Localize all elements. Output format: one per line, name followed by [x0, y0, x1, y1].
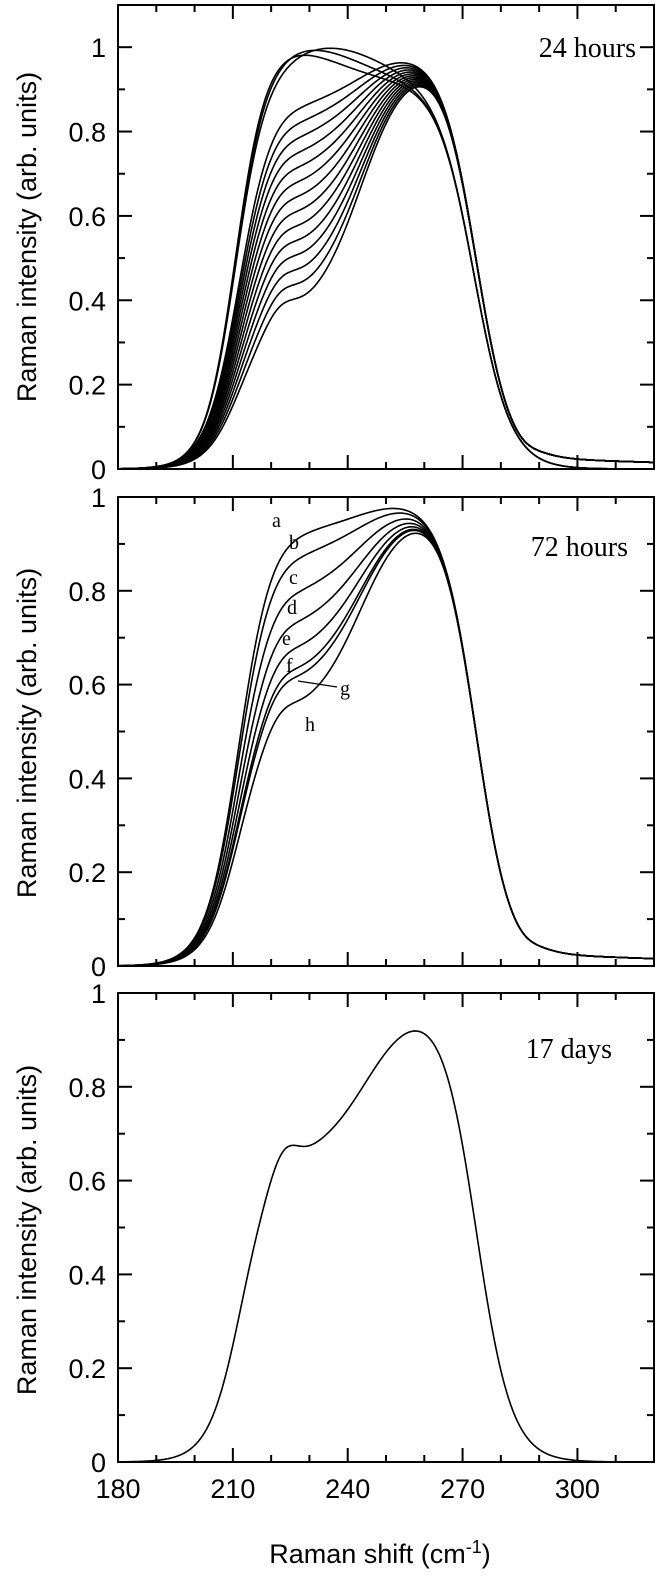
curve-label-e: e — [282, 628, 291, 650]
y-tick-label: 0.6 — [68, 202, 106, 232]
x-axis-title-close: ) — [482, 1539, 491, 1569]
panel-title-17-days: 17 days — [526, 1034, 612, 1065]
spectrum-curve-24h — [117, 49, 654, 470]
x-tick-label: 300 — [555, 1474, 600, 1504]
curves-17-days — [117, 1030, 654, 1463]
y-tick-label: 0.8 — [68, 577, 106, 607]
y-tick-label: 1 — [91, 979, 106, 1009]
curve-label-g: g — [340, 678, 350, 700]
x-axis-title-superscript: -1 — [466, 1537, 482, 1557]
x-axis-title: Raman shift (cm-1) — [269, 1537, 491, 1569]
x-axis-title-main: Raman shift (cm — [269, 1539, 466, 1569]
spectrum-curve-24h — [117, 76, 655, 470]
panel-title-72-hours: 72 hours — [531, 532, 628, 563]
x-tick-label: 180 — [95, 1474, 140, 1504]
curve-label-f: f — [286, 655, 293, 677]
y-tick-label: 0.8 — [68, 1073, 106, 1103]
spectrum-curve-24h — [117, 78, 655, 470]
spectrum-curve-24h — [117, 81, 655, 470]
curves-24-hours — [117, 47, 655, 470]
y-tick-label: 1 — [91, 483, 106, 513]
curve-label-d: d — [287, 597, 297, 619]
curves-72-hours — [117, 507, 655, 967]
y-tick-label: 1 — [91, 33, 106, 63]
x-tick-label: 270 — [440, 1474, 485, 1504]
y-tick-label: 0 — [91, 1448, 106, 1478]
spectrum-curve-17-days — [117, 1030, 654, 1463]
spectrum-curve-d — [117, 522, 655, 967]
spectrum-curve-e — [117, 525, 655, 967]
y-tick-label: 0.8 — [68, 118, 106, 148]
spectrum-curve-24h — [117, 73, 655, 470]
y-tick-label: 0.2 — [68, 371, 106, 401]
spectrum-curve-24h — [117, 85, 655, 470]
y-tick-label: 0.2 — [68, 858, 106, 888]
spectrum-curve-24h — [117, 74, 655, 470]
panel-24-hours: 0 0.2 0.4 0.6 0.8 1 24 hours Raman intensity … — [12, 4, 655, 485]
x-tick-label: 240 — [325, 1474, 370, 1504]
curve-label-b: b — [289, 532, 299, 554]
spectrum-curve-b — [117, 512, 655, 967]
x-tick-labels: 180 210 240 270 300 — [95, 1474, 599, 1504]
y-tick-label: 0.4 — [68, 1260, 106, 1290]
ticks-17-days: 0 0.2 0.4 0.6 0.8 1 — [68, 979, 655, 1478]
spectrum-curve-24h — [117, 64, 655, 470]
panel-title-24-hours: 24 hours — [539, 33, 636, 64]
y-axis-title-24-hours: Raman intensity (arb. units) — [12, 72, 42, 402]
curve-label-g-leader — [297, 680, 338, 688]
y-tick-label: 0.4 — [68, 764, 106, 794]
spectrum-curve-a — [117, 507, 655, 967]
spectrum-curve-24h — [117, 80, 655, 470]
curve-label-h: h — [305, 714, 315, 736]
x-tick-label: 210 — [210, 1474, 255, 1504]
curve-labels-72-hours: a b c d e f g h — [272, 510, 350, 736]
spectrum-curve-24h — [117, 66, 655, 470]
spectrum-curve-24h — [117, 69, 655, 470]
spectrum-curve-g — [117, 529, 655, 967]
spectrum-curve-24h — [117, 83, 655, 470]
spectrum-curve-f — [117, 528, 655, 967]
y-axis-title-17-days: Raman intensity (arb. units) — [12, 1065, 42, 1395]
plot-frame-72-hours — [117, 496, 655, 967]
panel-17-days: 0 0.2 0.4 0.6 0.8 1 17 days Raman intensity (… — [12, 979, 655, 1569]
spectrum-curve-24h — [117, 84, 655, 470]
spectrum-curve-h — [117, 532, 655, 967]
panel-72-hours: 0 0.2 0.4 0.6 0.8 1 72 hours Raman intensity … — [12, 483, 655, 982]
y-tick-label: 0 — [91, 455, 106, 485]
y-tick-label: 0.4 — [68, 286, 106, 316]
y-tick-label: 0.6 — [68, 671, 106, 701]
curve-label-a: a — [272, 510, 281, 532]
y-tick-label: 0.6 — [68, 1167, 106, 1197]
ticks-72-hours: 0 0.2 0.4 0.6 0.8 1 — [68, 483, 655, 982]
y-tick-label: 0 — [91, 952, 106, 982]
spectrum-curve-24h — [117, 71, 655, 470]
curve-label-c: c — [289, 567, 298, 589]
ticks-24-hours: 0 0.2 0.4 0.6 0.8 1 — [68, 4, 655, 485]
y-tick-label: 0.2 — [68, 1354, 106, 1384]
spectrum-curve-c — [117, 518, 655, 967]
spectrum-curve-24h — [117, 54, 654, 470]
y-axis-title-72-hours: Raman intensity (arb. units) — [12, 568, 42, 898]
